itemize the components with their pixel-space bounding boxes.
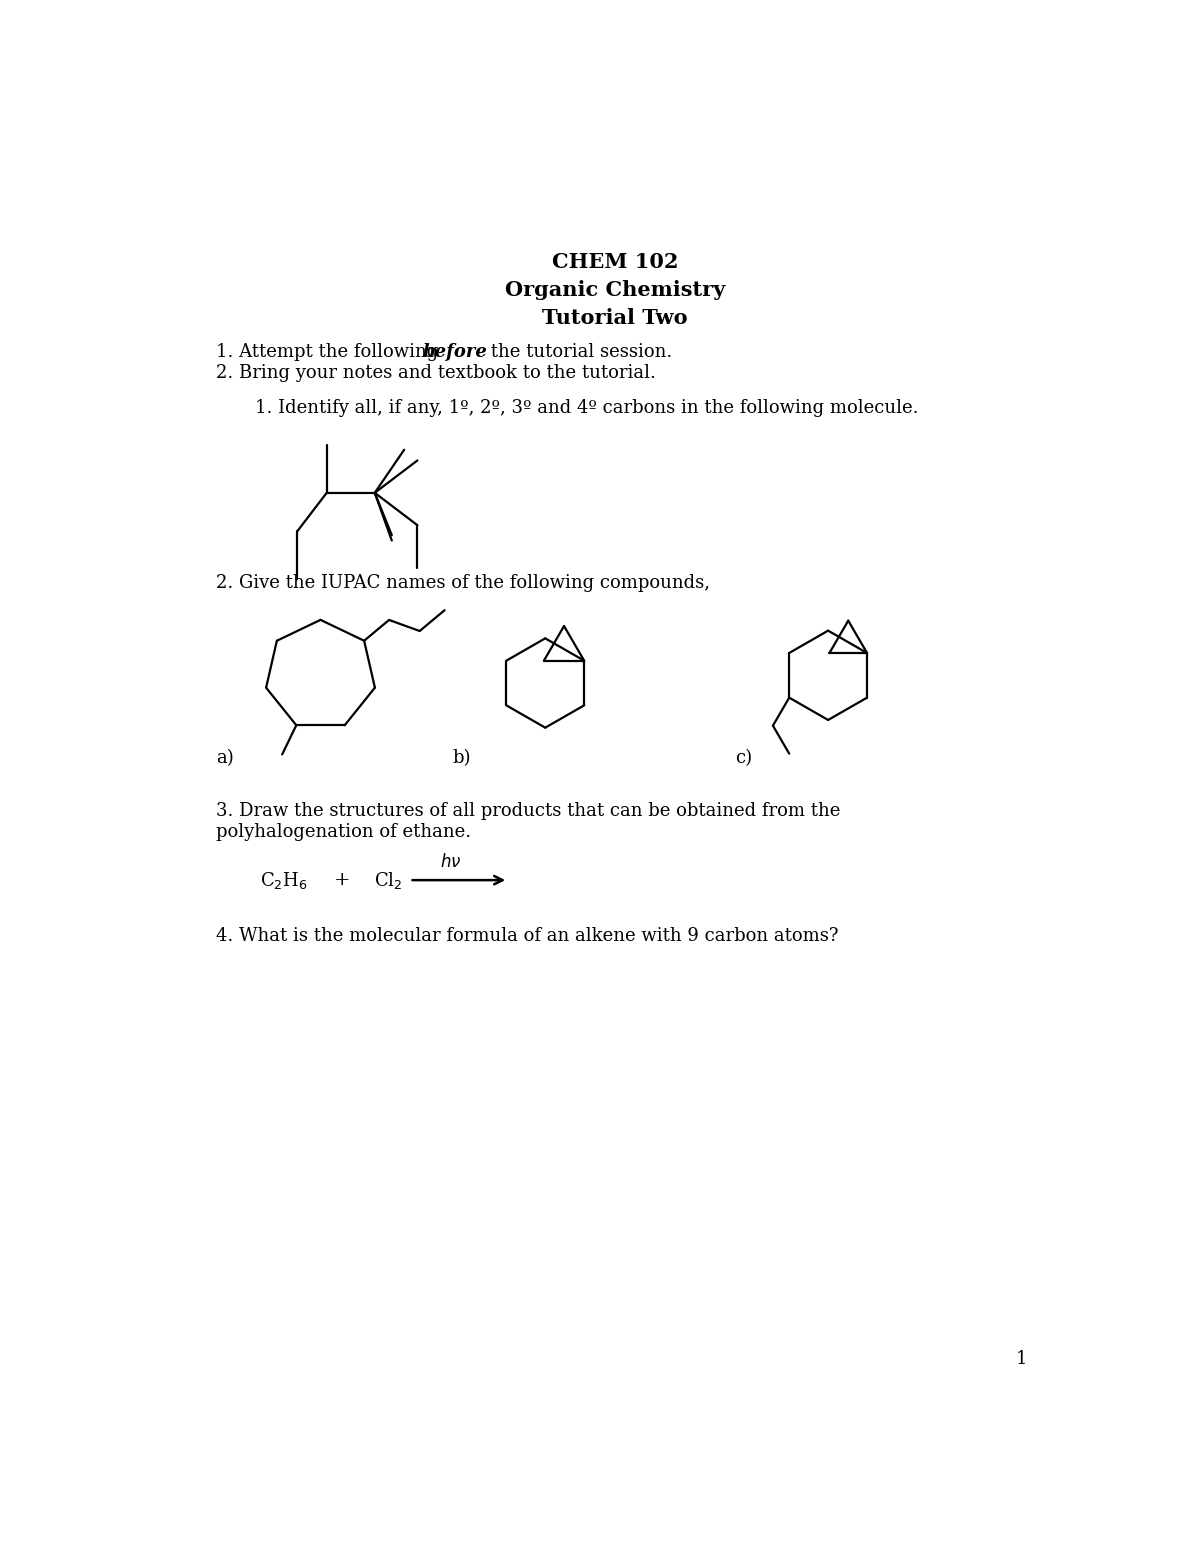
Text: before: before [422, 343, 487, 360]
Text: +: + [334, 871, 350, 890]
Text: 2. Bring your notes and textbook to the tutorial.: 2. Bring your notes and textbook to the … [216, 365, 655, 382]
Text: c): c) [736, 750, 752, 767]
Text: b): b) [452, 750, 470, 767]
Text: the tutorial session.: the tutorial session. [485, 343, 672, 360]
Text: 4. What is the molecular formula of an alkene with 9 carbon atoms?: 4. What is the molecular formula of an a… [216, 927, 839, 944]
Text: 3. Draw the structures of all products that can be obtained from the: 3. Draw the structures of all products t… [216, 801, 840, 820]
Text: 2. Give the IUPAC names of the following compounds,: 2. Give the IUPAC names of the following… [216, 575, 710, 592]
Text: Tutorial Two: Tutorial Two [542, 307, 688, 328]
Text: polyhalogenation of ethane.: polyhalogenation of ethane. [216, 823, 470, 842]
Text: a): a) [216, 750, 234, 767]
Text: 1. Identify all, if any, 1º, 2º, 3º and 4º carbons in the following molecule.: 1. Identify all, if any, 1º, 2º, 3º and … [254, 399, 918, 418]
Text: 1. Attempt the following: 1. Attempt the following [216, 343, 444, 360]
Text: C$_2$H$_6$: C$_2$H$_6$ [259, 870, 307, 890]
Text: Organic Chemistry: Organic Chemistry [505, 280, 725, 300]
Text: 1: 1 [1016, 1350, 1027, 1368]
Text: $h\nu$: $h\nu$ [440, 853, 462, 871]
Text: Cl$_2$: Cl$_2$ [374, 870, 403, 890]
Text: CHEM 102: CHEM 102 [552, 252, 678, 272]
